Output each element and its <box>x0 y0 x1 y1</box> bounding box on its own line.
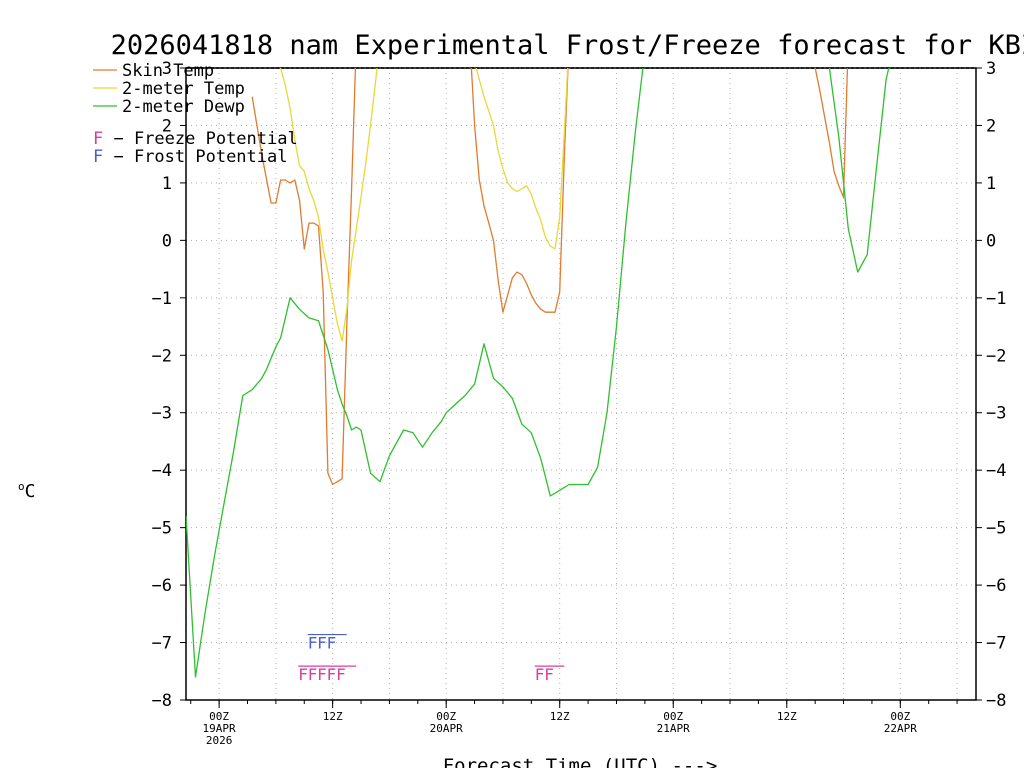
y-tick-label-left: −1 <box>152 289 172 309</box>
x-tick-label: 21APR <box>657 722 690 735</box>
potential-legend-text: − Freeze Potential <box>103 129 297 149</box>
y-axis-left: −8 −7 −6 −5 −4 −3 −2 −1 0 1 2 3 <box>152 59 186 711</box>
y-tick-label-left: 1 <box>162 174 172 194</box>
frost-marker: F <box>327 634 337 653</box>
x-tick-label: 12Z <box>777 710 797 723</box>
y-tick-label-left: −4 <box>152 461 172 481</box>
x-tick-label: 00Z <box>663 710 683 723</box>
y-tick-label-right: −5 <box>986 519 1006 539</box>
y-tick-label-right: −6 <box>986 576 1006 596</box>
y-tick-label-left: 0 <box>162 231 172 251</box>
x-tick-label: 12Z <box>550 710 570 723</box>
legend-label: Skin Temp <box>122 61 214 81</box>
degree-symbol: o <box>18 480 25 493</box>
potential-markers: F F FF F F F F F F <box>298 634 565 684</box>
series-line-skin-temp-3 <box>814 68 849 198</box>
frost-marker: F <box>308 634 318 653</box>
x-tick-label: 2026 <box>206 734 233 747</box>
y-tick-label-left: −8 <box>152 691 172 711</box>
potential-legend-entry: F − Freeze Potential <box>93 129 298 149</box>
y-tick-label-right: −7 <box>986 634 1006 654</box>
plot-border <box>185 67 977 701</box>
series-line-skin-temp-2 <box>470 68 569 313</box>
y-tick-label-left: −2 <box>152 346 172 366</box>
potential-legend-letter: F <box>93 129 103 149</box>
y-tick-label-right: 2 <box>986 116 996 136</box>
y-tick-label-left: −7 <box>152 634 172 654</box>
freeze-marker: F <box>535 665 545 684</box>
grid-lines <box>186 68 976 700</box>
y-tick-label-right: 3 <box>986 59 996 79</box>
x-axis-label: Forecast Time (UTC) ---> <box>443 755 718 768</box>
freeze-marker: F <box>336 665 346 684</box>
frost-marker: F <box>317 634 327 653</box>
y-tick-label-right: 1 <box>986 174 996 194</box>
x-tick-label: 22APR <box>884 722 917 735</box>
y-tick-label-left: 2 <box>162 116 172 136</box>
series-line-2-meter-dewp-1 <box>186 68 644 678</box>
y-tick-label-left: −5 <box>152 519 172 539</box>
x-tick-label: 19APR <box>203 722 236 735</box>
y-tick-label-right: 0 <box>986 231 996 251</box>
freeze-marker: F <box>317 665 327 684</box>
potential-legend-entry: F − Frost Potential <box>93 147 287 167</box>
y-tick-label-right: −4 <box>986 461 1006 481</box>
freeze-marker: F <box>327 665 337 684</box>
freeze-marker: F <box>544 665 554 684</box>
series-line-2-meter-temp-2 <box>475 68 569 250</box>
legend-label: 2-meter Temp <box>122 79 245 99</box>
x-tick-label: 20APR <box>430 722 463 735</box>
y-tick-label-right: −3 <box>986 404 1006 424</box>
series-line-2-meter-dewp-2 <box>828 68 890 273</box>
y-tick-label-right: −8 <box>986 691 1006 711</box>
x-tick-label: 00Z <box>890 710 910 723</box>
series-line-skin-temp-1 <box>251 68 357 486</box>
y-tick-label-left: 3 <box>162 59 172 79</box>
chart-title: 2026041818 nam Experimental Frost/Freeze… <box>111 30 1024 61</box>
y-tick-label-left: −6 <box>152 576 172 596</box>
data-series <box>186 68 890 678</box>
potential-legend-text: − Frost Potential <box>103 147 287 167</box>
potential-legend-letter: F <box>93 147 103 167</box>
freeze-marker: F <box>298 665 308 684</box>
series-line-2-meter-temp-1 <box>279 68 378 342</box>
y-axis-unit-label: oC <box>18 480 35 502</box>
plot-frame <box>185 67 977 701</box>
x-tick-label: 12Z <box>323 710 343 723</box>
x-tick-label: 00Z <box>436 710 456 723</box>
unit-letter: C <box>25 481 36 502</box>
y-tick-label-left: −3 <box>152 404 172 424</box>
x-tick-label: 00Z <box>209 710 229 723</box>
y-axis-right: −8 −7 −6 −5 −4 −3 −2 −1 0 1 2 3 <box>976 59 1006 711</box>
y-tick-label-right: −2 <box>986 346 1006 366</box>
freeze-marker: F <box>308 665 318 684</box>
legend-label: 2-meter Dewp <box>122 97 245 117</box>
y-tick-label-right: −1 <box>986 289 1006 309</box>
